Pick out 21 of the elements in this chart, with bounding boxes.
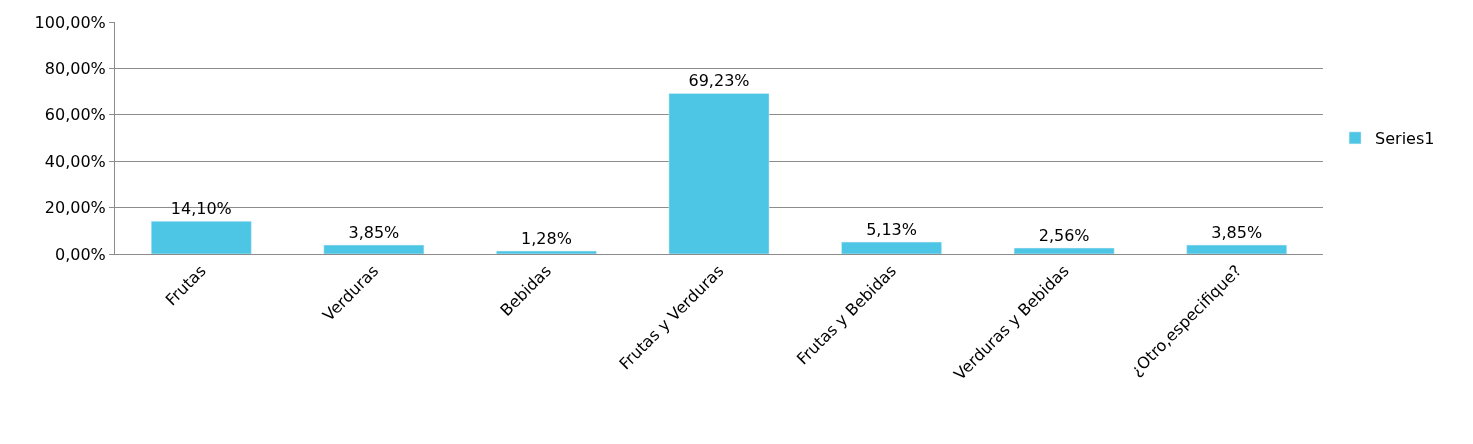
y-tick-label: 0,00% <box>54 244 106 264</box>
y-tick-label: 60,00% <box>44 105 106 125</box>
bar <box>150 221 252 254</box>
data-label: 3,85% <box>1211 223 1263 243</box>
data-label: 69,23% <box>688 71 750 91</box>
data-label: 3,85% <box>348 223 400 243</box>
y-tick-label: 20,00% <box>44 198 106 218</box>
bar <box>668 93 770 254</box>
data-label: 14,10% <box>170 199 232 219</box>
y-tick-label: 40,00% <box>44 151 106 171</box>
legend-label: Series1 <box>1375 129 1435 149</box>
bar <box>1013 247 1115 254</box>
bar <box>323 244 425 254</box>
data-label: 1,28% <box>521 229 572 249</box>
bar <box>1186 244 1288 254</box>
data-label: 5,13% <box>866 220 917 240</box>
bar <box>496 250 597 254</box>
y-tick-label: 80,00% <box>44 59 106 78</box>
data-label: 2,56% <box>1038 226 1090 246</box>
y-tick-label: 100,00% <box>34 12 106 32</box>
bar <box>841 241 942 254</box>
